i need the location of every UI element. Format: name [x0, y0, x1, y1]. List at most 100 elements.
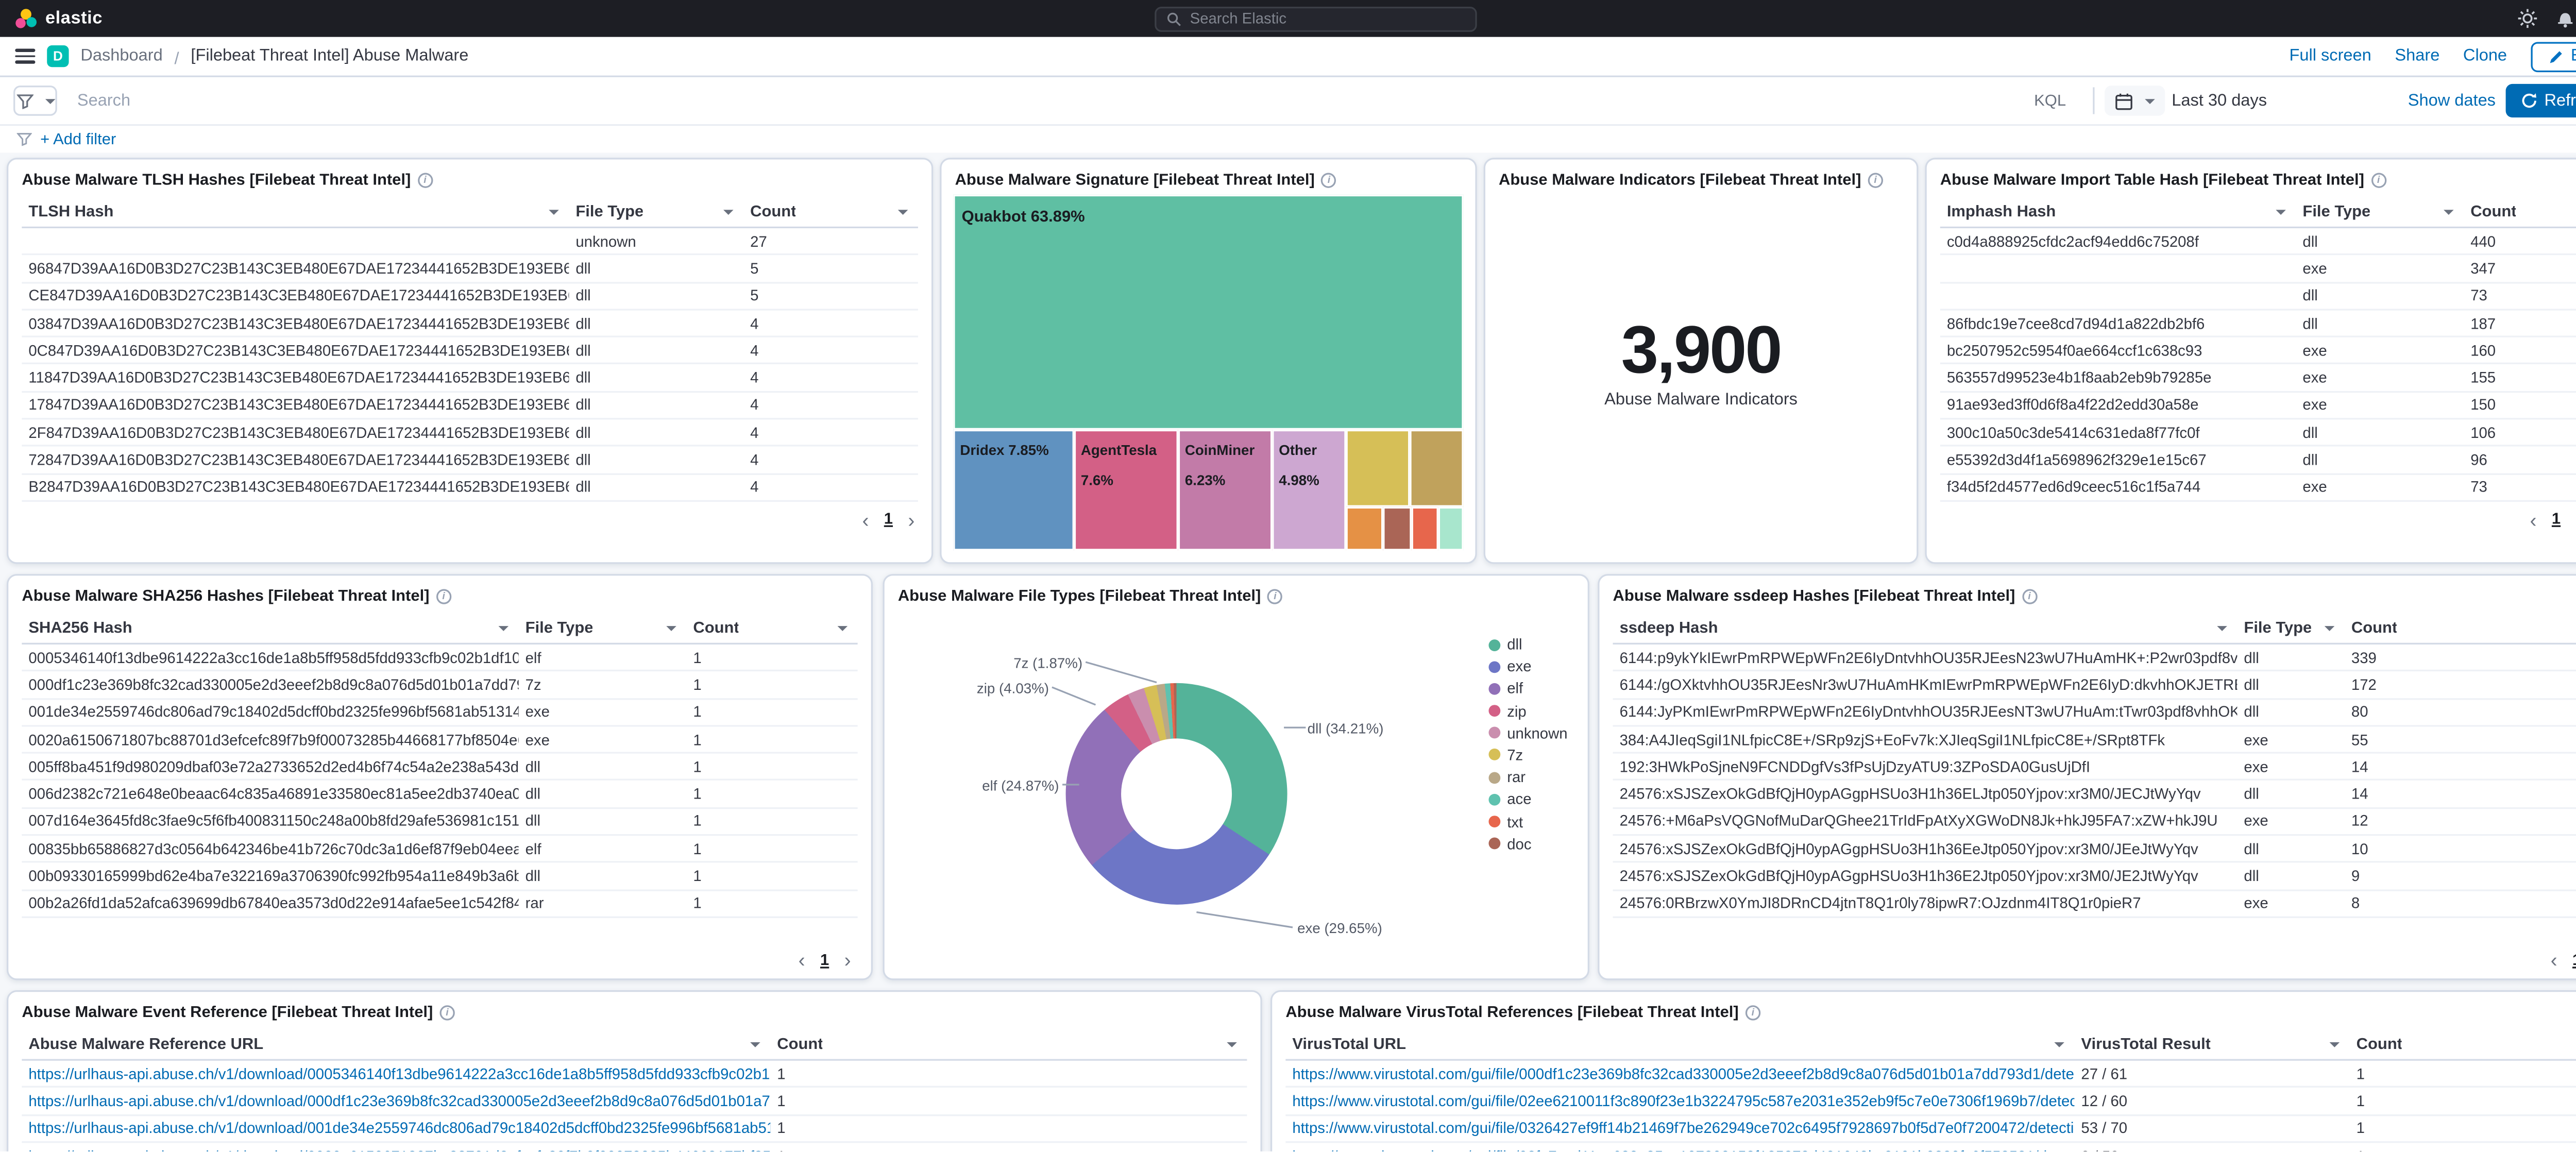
table-cell: exe [2244, 758, 2268, 775]
column-header-count[interactable]: Count [2345, 614, 2576, 642]
menu-icon[interactable] [15, 49, 36, 64]
column-header-count[interactable]: Count [743, 198, 918, 226]
bell-icon[interactable] [2556, 8, 2574, 28]
treemap-segment-coinminer[interactable]: CoinMiner 6.23% [1178, 429, 1273, 551]
sort-caret-icon [897, 210, 908, 215]
table-link-cell[interactable]: https://www.virustotal.com/gui/file/03fe… [1285, 1147, 2074, 1152]
add-filter-button[interactable]: + Add filter [40, 130, 116, 149]
legend-dot-icon [1488, 727, 1501, 739]
column-header-file-type[interactable]: File Type [569, 198, 743, 226]
column-header-file-type[interactable]: File Type [2237, 614, 2344, 642]
legend-item[interactable]: dll [1488, 636, 1567, 653]
treemap-segment-tan[interactable] [1410, 429, 1464, 507]
info-icon[interactable] [1868, 173, 1883, 188]
filter-icon [15, 93, 33, 109]
table-link-cell[interactable]: https://urlhaus-api.abuse.ch/v1/download… [22, 1147, 770, 1152]
treemap-segment-red[interactable] [1411, 506, 1438, 551]
gear-icon[interactable] [2517, 8, 2537, 28]
column-header-virustotal-result[interactable]: VirusTotal Result [2074, 1030, 2349, 1059]
info-icon[interactable] [439, 1005, 455, 1021]
table-cell: 12 [2351, 813, 2368, 830]
legend-item[interactable]: rar [1488, 769, 1567, 786]
page-number[interactable]: 1 [2551, 511, 2561, 530]
column-header-count[interactable]: Count [770, 1030, 1247, 1059]
page-number[interactable]: 1 [2572, 951, 2576, 969]
donut-ring[interactable] [1065, 683, 1287, 905]
treemap-segment-orange[interactable] [1346, 506, 1383, 551]
table-row: 0005346140f13dbe9614222a3cc16de1a8b5ff95… [22, 645, 858, 672]
calendar-menu-button[interactable] [2104, 86, 2165, 116]
table-cell: 007d164e3645fd8c3fae9c5f6fb400831150c248… [28, 813, 519, 830]
elastic-brand[interactable]: elastic [15, 8, 103, 29]
next-page-button[interactable] [908, 510, 914, 530]
treemap-segment-agenttesla[interactable]: AgentTesla 7.6% [1074, 429, 1178, 551]
table-cell: 1 [2356, 1092, 2365, 1110]
show-dates-button[interactable]: Show dates [2408, 91, 2496, 110]
treemap-segment-mint[interactable] [1438, 506, 1464, 551]
legend-item[interactable]: txt [1488, 813, 1567, 830]
refresh-button[interactable]: Refresh [2505, 83, 2576, 118]
table-cell: 00b09330165999bd62e4ba7e322169a3706390fc… [28, 868, 519, 885]
share-button[interactable]: Share [2395, 47, 2440, 66]
prev-page-button[interactable] [799, 950, 805, 970]
column-header-count[interactable]: Count [2464, 198, 2576, 226]
info-icon[interactable] [1321, 173, 1337, 188]
info-icon[interactable] [1267, 589, 1283, 604]
legend-item[interactable]: ace [1488, 791, 1567, 808]
table-link-cell[interactable]: https://urlhaus-api.abuse.ch/v1/download… [28, 1092, 771, 1110]
page-number[interactable]: 1 [884, 511, 893, 530]
legend-item[interactable]: doc [1488, 835, 1567, 852]
legend-item[interactable]: elf [1488, 681, 1567, 697]
column-header-sha256[interactable]: SHA256 Hash [22, 614, 518, 642]
table-cell: rar [525, 895, 544, 912]
column-header-imphash[interactable]: Imphash Hash [1940, 198, 2296, 226]
table-link-cell[interactable]: https://www.virustotal.com/gui/file/000d… [1292, 1065, 2074, 1082]
column-header-file-type[interactable]: File Type [2296, 198, 2464, 226]
prev-page-button[interactable] [862, 510, 869, 530]
next-page-button[interactable] [844, 950, 851, 970]
info-icon[interactable] [436, 589, 451, 604]
table-link-cell[interactable]: https://urlhaus-api.abuse.ch/v1/download… [28, 1120, 771, 1137]
column-header-virustotal-url[interactable]: VirusTotal URL [1285, 1030, 2074, 1059]
info-icon[interactable] [417, 173, 433, 188]
treemap-segment-yellow[interactable] [1346, 429, 1410, 507]
legend-item[interactable]: exe [1488, 658, 1567, 675]
info-icon[interactable] [1745, 1005, 1761, 1021]
column-header-count[interactable]: Count [2350, 1030, 2576, 1059]
treemap-segment-other[interactable]: Other 4.98% [1272, 429, 1346, 551]
info-icon[interactable] [2022, 589, 2037, 604]
column-header-count[interactable]: Count [686, 614, 857, 642]
column-header-file-type[interactable]: File Type [519, 614, 687, 642]
global-search-input[interactable]: Search Elastic [1155, 6, 1477, 31]
table-link-cell[interactable]: https://urlhaus-api.abuse.ch/v1/download… [28, 1065, 771, 1082]
table-cell: unknown [575, 232, 636, 250]
table-link-cell[interactable]: https://www.virustotal.com/gui/file/0326… [1292, 1120, 2074, 1137]
table-cell: 6144:JyPKmIEwrPmRPWEpWFn2E6IyDntvhhOU35R… [1619, 703, 2238, 721]
table-link-cell[interactable]: https://www.virustotal.com/gui/file/02ee… [1292, 1092, 2074, 1110]
full-screen-button[interactable]: Full screen [2289, 47, 2371, 66]
column-header-label: SHA256 Hash [28, 619, 132, 638]
clone-button[interactable]: Clone [2463, 47, 2507, 66]
prev-page-button[interactable] [2551, 950, 2557, 970]
breadcrumb-dashboard[interactable]: Dashboard [80, 47, 163, 66]
legend-item[interactable]: zip [1488, 703, 1567, 719]
info-icon[interactable] [2370, 173, 2386, 188]
saved-query-menu-button[interactable] [13, 86, 57, 116]
treemap-small-segments [1346, 429, 1464, 551]
legend-item[interactable]: 7z [1488, 747, 1567, 764]
column-header-ssdeep[interactable]: ssdeep Hash [1613, 614, 2238, 642]
treemap-segment-quakbot[interactable]: Quakbot 63.89% [953, 194, 1464, 430]
prev-page-button[interactable] [2530, 510, 2537, 530]
table-row: 007d164e3645fd8c3fae9c5f6fb400831150c248… [22, 808, 858, 836]
query-search-input[interactable]: Search KQL [67, 86, 2082, 116]
column-header-reference-url[interactable]: Abuse Malware Reference URL [22, 1030, 770, 1059]
column-header-tlsh-hash[interactable]: TLSH Hash [22, 198, 569, 226]
treemap-segment-brown[interactable] [1383, 506, 1412, 551]
legend-item[interactable]: unknown [1488, 724, 1568, 741]
kql-selector[interactable]: KQL [2034, 91, 2066, 110]
page-number[interactable]: 1 [820, 951, 829, 970]
edit-button[interactable]: Edit [2530, 41, 2576, 72]
time-range-label[interactable]: Last 30 days [2172, 91, 2267, 110]
table-header-row: Abuse Malware Reference URL Count [22, 1030, 1247, 1061]
treemap-segment-dridex[interactable]: Dridex 7.85% [953, 429, 1074, 551]
